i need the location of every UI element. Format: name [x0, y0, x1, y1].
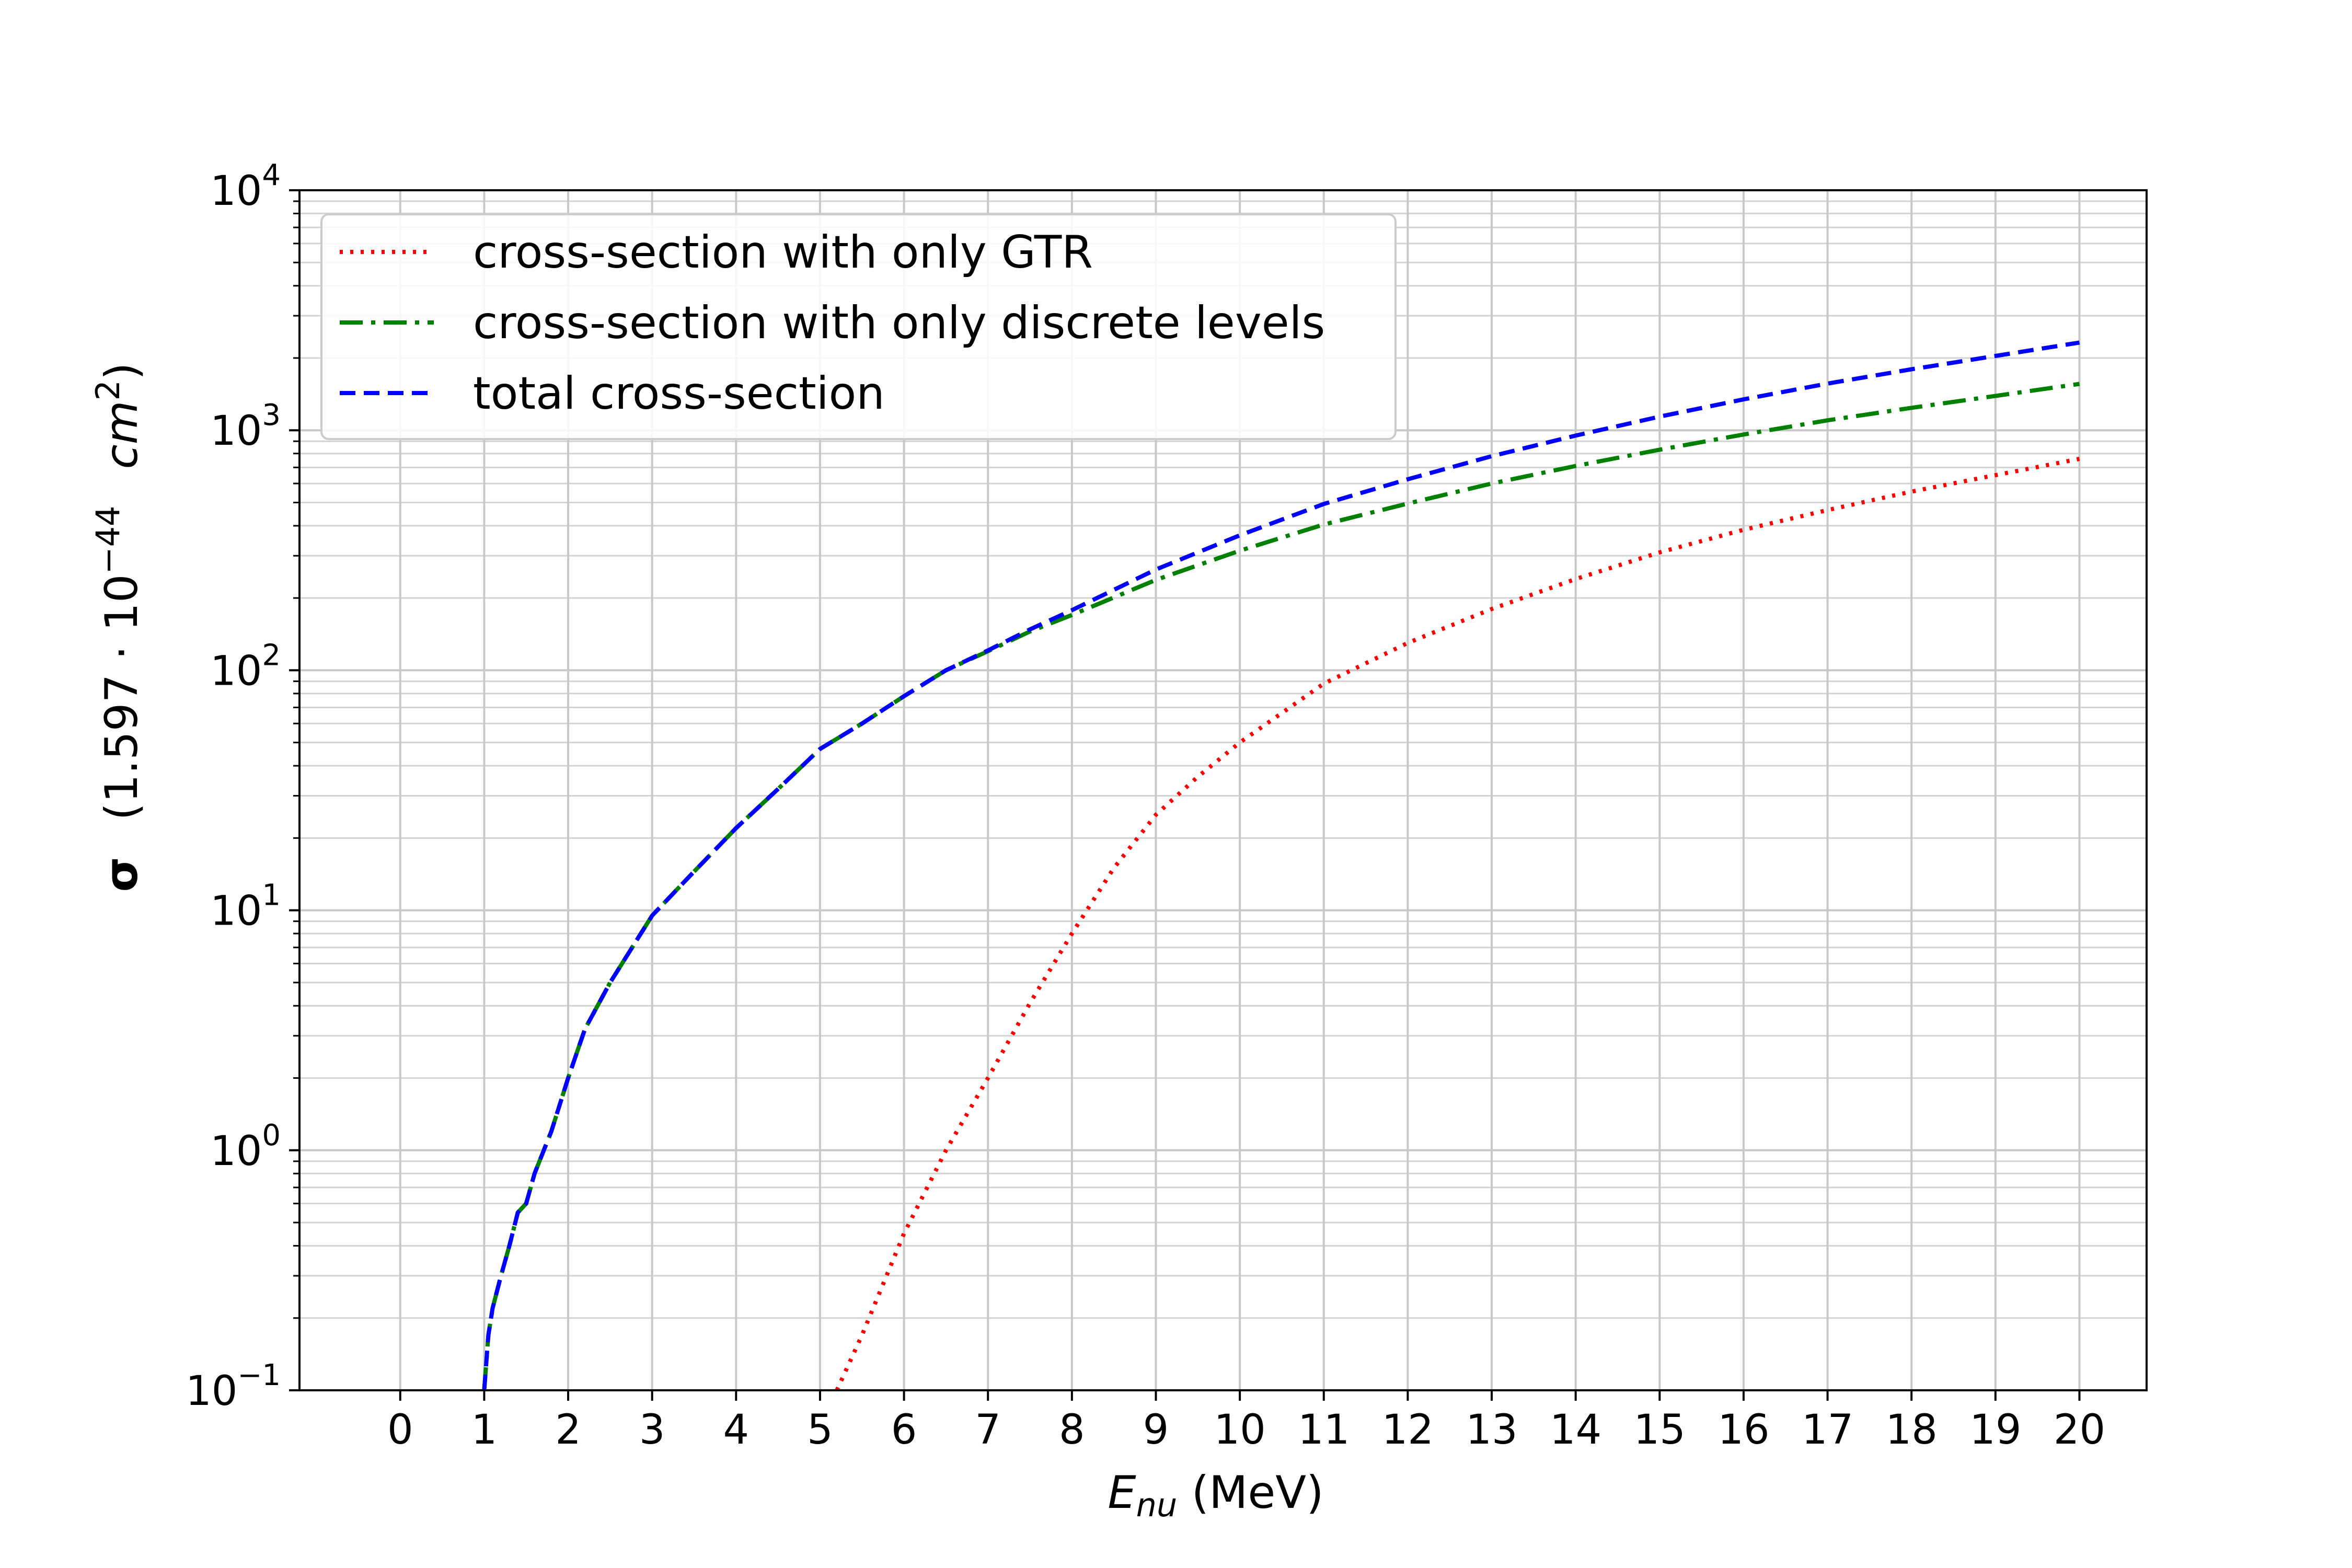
y-axis-label-exponent: −44 [89, 506, 127, 574]
y-axis-label-unit-exponent: 2 [89, 380, 127, 400]
x-axis-ticks: 0 1 2 3 4 5 6 7 8 9 10 11 12 13 14 15 16 17 18 19 20 [387, 1390, 2105, 1454]
legend-label-3: total cross-section [473, 367, 885, 420]
x-tick-label: 20 [2054, 1406, 2105, 1454]
x-tick-label: 7 [975, 1406, 1001, 1454]
y-axis-label-symbol: σ [96, 857, 148, 892]
y-tick-label: 103 [210, 398, 281, 455]
x-tick-label: 0 [387, 1406, 413, 1454]
x-tick-label: 10 [1214, 1406, 1265, 1454]
x-tick-label: 6 [891, 1406, 917, 1454]
y-axis-label-open: (1.597 · 10 [96, 574, 148, 820]
x-tick-label: 18 [1886, 1406, 1938, 1454]
x-tick-label: 9 [1143, 1406, 1169, 1454]
legend-label-1: cross-section with only GTR [473, 226, 1093, 279]
y-axis-ticks: 10−1 100 101 102 103 104 [186, 158, 299, 1415]
y-axis-label-close: ) [96, 362, 148, 380]
legend: cross-section with only GTR cross-section… [320, 213, 1397, 440]
legend-label-2: cross-section with only discrete levels [473, 297, 1325, 349]
x-tick-label: 2 [555, 1406, 581, 1454]
x-axis-label-subscript: nu [1136, 1486, 1178, 1524]
x-tick-label: 1 [471, 1406, 498, 1454]
x-tick-label: 19 [1969, 1406, 2021, 1454]
x-tick-label: 15 [1634, 1406, 1686, 1454]
minor-gridlines [299, 200, 2147, 1319]
x-tick-label: 17 [1802, 1406, 1853, 1454]
legend-box [320, 213, 1397, 440]
x-tick-label: 4 [723, 1406, 749, 1454]
x-tick-label: 16 [1717, 1406, 1769, 1454]
x-axis-label-unit: (MeV) [1177, 1467, 1323, 1519]
x-axis-label-main: E [1108, 1467, 1136, 1519]
y-axis-label-unit: cm [96, 400, 148, 469]
x-tick-label: 13 [1466, 1406, 1517, 1454]
x-tick-label: 11 [1298, 1406, 1350, 1454]
series-layer [482, 340, 2080, 1391]
x-tick-label: 12 [1382, 1406, 1434, 1454]
plot-area-frame [298, 189, 2148, 1391]
x-tick-label: 14 [1550, 1406, 1601, 1454]
x-tick-label: 3 [639, 1406, 665, 1454]
x-axis-label: Enu (MeV) [1108, 1467, 1323, 1524]
x-tick-label: 5 [807, 1406, 833, 1454]
x-tick-label: 8 [1059, 1406, 1085, 1454]
y-tick-label: 10−1 [186, 1358, 281, 1415]
series-line-3 [482, 340, 2080, 1391]
y-tick-label: 102 [210, 638, 281, 695]
y-tick-label: 101 [210, 879, 281, 935]
y-axis-label: σ (1.597 · 10−44 cm2) [89, 362, 148, 892]
y-tick-label: 100 [210, 1119, 281, 1175]
y-tick-label: 104 [210, 158, 281, 215]
